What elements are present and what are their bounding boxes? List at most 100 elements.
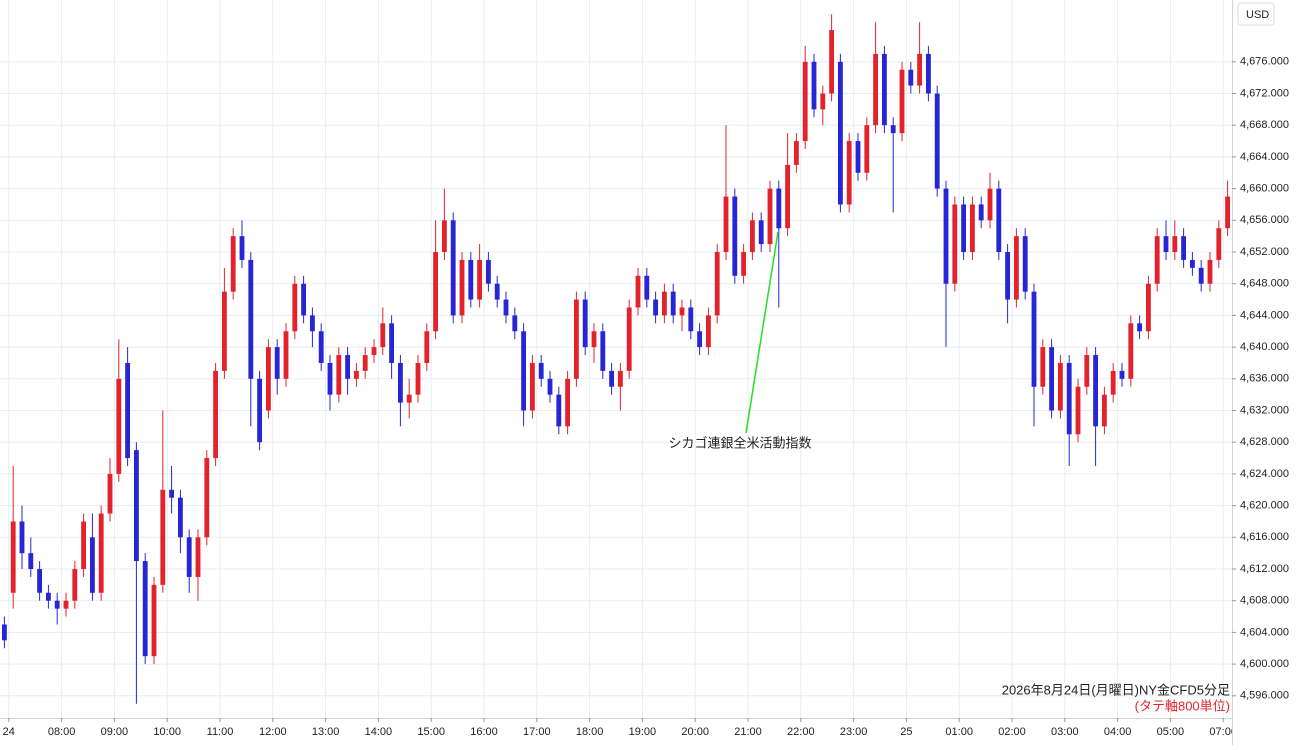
candle-body — [459, 259, 465, 316]
y-tick-label: 4,616.000 — [1240, 531, 1289, 543]
candle-body — [529, 362, 535, 411]
y-tick-label: 4,600.000 — [1240, 658, 1289, 670]
candle-body — [336, 355, 342, 395]
candle-body — [327, 362, 333, 395]
x-tick-label: 02:00 — [998, 726, 1026, 738]
candle-body — [1145, 283, 1151, 332]
candle-body — [573, 299, 579, 379]
y-tick-label: 4,664.000 — [1240, 151, 1289, 163]
candle-body — [538, 362, 544, 379]
candle-body — [1172, 236, 1178, 253]
x-tick-label: 11:00 — [207, 726, 234, 738]
x-tick-label: 03:00 — [1051, 726, 1079, 738]
x-tick-label: 20:00 — [681, 726, 709, 738]
candle-body — [793, 141, 799, 165]
y-tick-label: 4,604.000 — [1240, 626, 1289, 638]
candle-body — [389, 323, 395, 363]
y-tick-label: 4,668.000 — [1240, 119, 1289, 131]
y-tick-label: 4,652.000 — [1240, 246, 1289, 258]
x-tick-label: 08:00 — [48, 726, 76, 738]
candle-body — [881, 53, 887, 126]
candle-body — [248, 259, 254, 379]
candle-body — [600, 331, 606, 371]
y-tick-label: 4,644.000 — [1240, 309, 1289, 321]
currency: USD — [1246, 9, 1269, 21]
candle-body — [415, 362, 421, 395]
y-tick-label: 4,632.000 — [1240, 404, 1289, 416]
candle-body — [1040, 347, 1046, 387]
candle-body — [424, 331, 430, 363]
annotation-line — [745, 231, 779, 434]
candle-body — [925, 53, 931, 94]
y-tick-label: 4,608.000 — [1240, 595, 1289, 607]
candle-body — [345, 355, 351, 379]
candle-body — [811, 61, 817, 110]
x-tick-label: 16:00 — [470, 726, 498, 738]
y-tick-label: 4,628.000 — [1240, 436, 1289, 448]
y-tick-label: 4,620.000 — [1240, 500, 1289, 512]
candle-body — [10, 521, 16, 593]
candle-body — [978, 204, 984, 221]
candle-body — [362, 355, 368, 371]
x-tick-label: 10:00 — [153, 726, 181, 738]
y-tick-label: 4,676.000 — [1240, 56, 1289, 68]
candle-body — [609, 370, 615, 387]
candle-body — [186, 537, 192, 577]
candle-body — [169, 489, 175, 498]
candle-body — [89, 537, 95, 593]
caption: 2026年8月24日(月曜日)NY金CFD5分足 — [1002, 682, 1230, 697]
candle-body — [908, 69, 914, 86]
candle-body — [556, 394, 562, 427]
x-tick-label: 07:00 — [1209, 726, 1237, 738]
candle-body — [125, 362, 131, 459]
candle-body — [1049, 347, 1055, 411]
x-tick-label: 23:00 — [840, 726, 868, 738]
candle-body — [1066, 362, 1072, 435]
candle-body — [371, 347, 377, 356]
x-tick-label: 25 — [900, 726, 912, 738]
candle-body — [1163, 236, 1169, 253]
candle-body — [265, 347, 271, 411]
candle-body — [239, 236, 245, 260]
candle-body — [1198, 267, 1204, 284]
candle-body — [679, 307, 685, 316]
candle-body — [221, 291, 227, 371]
candle-body — [1137, 323, 1143, 332]
candle-body — [846, 141, 852, 205]
currency-box[interactable] — [1237, 2, 1275, 26]
candle-body — [151, 584, 157, 657]
y-tick-label: 4,672.000 — [1240, 87, 1289, 99]
x-tick-label: 05:00 — [1157, 726, 1185, 738]
candle-body — [1119, 370, 1125, 379]
y-tick-label: 4,612.000 — [1240, 563, 1289, 575]
candle-body — [987, 188, 993, 221]
caption-note: (タテ軸800単位) — [1135, 698, 1230, 713]
y-tick-label: 4,648.000 — [1240, 278, 1289, 290]
candle-body — [723, 196, 729, 253]
candle-body — [943, 188, 949, 284]
candle-body — [855, 141, 861, 173]
y-tick-label: 4,640.000 — [1240, 341, 1289, 353]
candle-body — [116, 378, 122, 474]
candle-body — [195, 537, 201, 577]
candle-body — [1, 624, 7, 641]
candle-body — [661, 291, 667, 316]
candle-body — [309, 315, 315, 332]
candle-body — [776, 188, 782, 229]
candle-body — [1093, 355, 1099, 427]
candle-body — [617, 370, 623, 387]
candle-body — [829, 30, 835, 94]
candle-body — [802, 61, 808, 142]
x-tick-label: 21:00 — [734, 726, 762, 738]
candle-body — [213, 370, 219, 459]
x-tick-label: 22:00 — [787, 726, 815, 738]
candle-body — [133, 450, 139, 562]
candle-body — [697, 331, 703, 348]
candle-body — [767, 188, 773, 245]
candle-body — [142, 561, 148, 657]
candle-body — [1057, 362, 1063, 411]
y-tick-label: 4,624.000 — [1240, 468, 1289, 480]
x-tick-label: 12:00 — [259, 726, 287, 738]
candle-body — [1022, 236, 1028, 292]
